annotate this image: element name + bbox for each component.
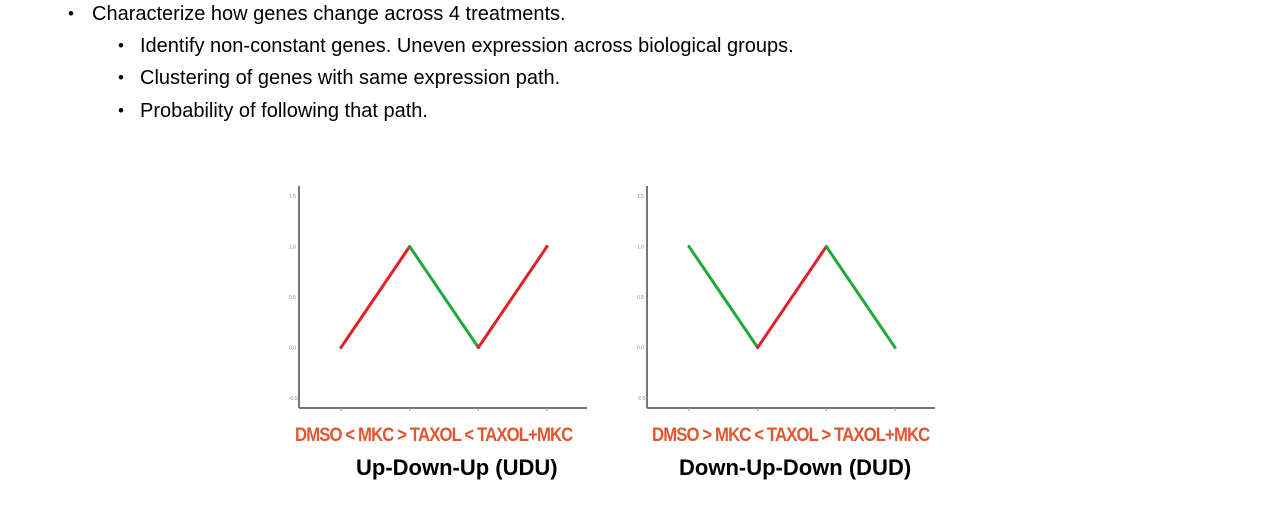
data-point — [756, 346, 760, 349]
y-tick-label: 0.5 — [637, 295, 644, 301]
sub-bullet-text: Probability of following that path. — [140, 100, 428, 122]
series-segment — [687, 245, 760, 349]
series-segment — [756, 245, 828, 349]
udu-order-label: DMSO < MKC > TAXOL < TAXOL+MKC — [295, 425, 573, 446]
data-point — [476, 346, 480, 349]
bullet-dot-icon: • — [118, 101, 124, 120]
sub-bullet: • Clustering of genes with same expressi… — [118, 66, 561, 90]
bullet-dot-icon: • — [118, 68, 124, 87]
data-point — [545, 245, 549, 248]
series-segment — [408, 245, 480, 349]
sub-bullet-text: Clustering of genes with same expression… — [140, 67, 561, 89]
y-tick-label: 0.0 — [637, 346, 644, 352]
sub-bullet: • Identify non-constant genes. Uneven ex… — [118, 34, 794, 58]
udu-chart-plot: 1.5 1.0 0.5 0.0 -0.5 — [289, 186, 587, 411]
sub-bullet-text: Identify non-constant genes. Uneven expr… — [140, 35, 794, 57]
udu-chart: 1.5 1.0 0.5 0.0 -0.5 — [280, 178, 610, 418]
bullet-main: • Characterize how genes change across 4… — [68, 2, 566, 26]
data-point — [408, 245, 412, 248]
y-tick-label: 0.5 — [289, 295, 296, 301]
dud-chart-title: Down-Up-Down (DUD) — [679, 455, 912, 480]
data-point — [687, 245, 691, 248]
bullet-main-text: Characterize how genes change across 4 t… — [92, 3, 566, 25]
bullet-dot-icon: • — [118, 36, 124, 55]
y-tick-label: 1.5 — [637, 194, 644, 200]
y-tick-label: 0.0 — [289, 346, 296, 352]
udu-chart-title: Up-Down-Up (UDU) — [356, 455, 558, 480]
dud-chart: 1.5 1.0 0.5 0.0 -0.5 — [628, 178, 958, 418]
series-segment — [476, 245, 549, 349]
sub-bullet: • Probability of following that path. — [118, 99, 428, 123]
y-tick-label: -0.5 — [637, 396, 646, 402]
data-point — [339, 346, 343, 349]
y-tick-label: 1.5 — [289, 194, 296, 200]
data-point — [893, 346, 897, 349]
y-tick-label: 1.0 — [289, 245, 296, 251]
dud-order-label: DMSO > MKC < TAXOL > TAXOL+MKC — [652, 425, 930, 446]
series-segment — [339, 245, 412, 349]
y-tick-label: -0.5 — [289, 396, 298, 402]
data-point — [824, 245, 828, 248]
y-tick-label: 1.0 — [637, 245, 644, 251]
dud-chart-plot: 1.5 1.0 0.5 0.0 -0.5 — [637, 186, 935, 411]
series-segment — [824, 245, 897, 349]
bullet-dot-icon: • — [68, 4, 74, 23]
